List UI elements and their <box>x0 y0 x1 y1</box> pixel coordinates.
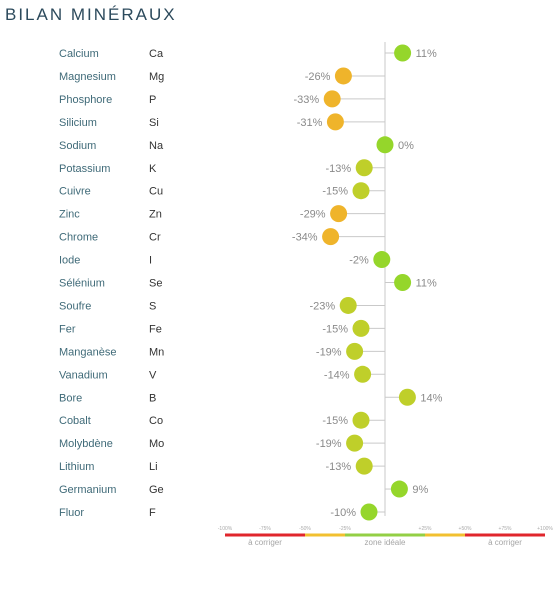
mineral-symbol: K <box>149 163 157 175</box>
mineral-symbol: Na <box>149 140 164 152</box>
data-point <box>376 136 394 154</box>
data-label: -13% <box>326 461 352 473</box>
mineral-name: Lithium <box>59 461 94 473</box>
data-label: -29% <box>300 209 326 221</box>
mineral-symbol: Ca <box>149 48 164 60</box>
zone-label: zone idéale <box>365 538 406 547</box>
data-label: -15% <box>322 186 348 198</box>
mineral-name: Silicium <box>59 117 97 129</box>
mineral-name: Phosphore <box>59 94 112 106</box>
data-point <box>352 411 370 429</box>
mineral-name: Manganèse <box>59 346 117 358</box>
data-point <box>398 388 416 406</box>
mineral-name: Chrome <box>59 232 98 244</box>
mineral-symbol: Se <box>149 278 162 290</box>
data-point <box>354 365 372 383</box>
mineral-name: Fer <box>59 323 76 335</box>
tick-label: -25% <box>339 526 351 532</box>
mineral-name: Molybdène <box>59 438 113 450</box>
mineral-name: Soufre <box>59 300 91 312</box>
data-label: -2% <box>349 255 369 267</box>
mineral-symbol: Li <box>149 461 158 473</box>
mineral-name: Sodium <box>59 140 96 152</box>
mineral-symbol: Ge <box>149 484 164 496</box>
mineral-symbol: Fe <box>149 323 162 335</box>
mineral-symbol: Cu <box>149 186 163 198</box>
data-point <box>360 503 378 521</box>
mineral-symbol: I <box>149 255 152 267</box>
data-label: 14% <box>420 392 442 404</box>
tick-label: +50% <box>459 526 472 532</box>
mineral-symbol: B <box>149 392 156 404</box>
data-label: 0% <box>398 140 414 152</box>
data-label: -33% <box>294 94 320 106</box>
data-point <box>373 251 391 269</box>
data-label: -14% <box>324 369 350 381</box>
mineral-name: Cobalt <box>59 415 91 427</box>
mineral-name: Cuivre <box>59 186 91 198</box>
mineral-name: Sélénium <box>59 278 105 290</box>
data-label: 9% <box>412 484 428 496</box>
data-label: 11% <box>416 48 437 60</box>
mineral-symbol: F <box>149 507 156 519</box>
zone-label: à corriger <box>248 538 282 547</box>
data-label: -13% <box>326 163 352 175</box>
data-label: 11% <box>416 278 437 290</box>
mineral-symbol: V <box>149 369 157 381</box>
data-point <box>355 457 373 475</box>
zone-label: à corriger <box>488 538 522 547</box>
mineral-symbol: Mn <box>149 346 164 358</box>
data-point <box>330 205 348 223</box>
data-label: -26% <box>305 71 331 83</box>
data-point <box>355 159 373 177</box>
data-point <box>352 182 370 200</box>
data-label: -15% <box>322 415 348 427</box>
data-label: -23% <box>310 300 336 312</box>
mineral-name: Germanium <box>59 484 116 496</box>
tick-label: +25% <box>419 526 432 532</box>
data-label: -19% <box>316 438 342 450</box>
page-title: BILAN MINÉRAUX <box>5 5 177 24</box>
data-point <box>322 228 340 246</box>
mineral-name: Fluor <box>59 507 84 519</box>
mineral-name: Potassium <box>59 163 110 175</box>
mineral-symbol: Co <box>149 415 163 427</box>
data-label: -15% <box>322 323 348 335</box>
data-point <box>390 480 408 498</box>
data-label: -31% <box>297 117 323 129</box>
mineral-name: Iode <box>59 255 80 267</box>
data-point <box>394 274 412 291</box>
tick-label: -75% <box>259 526 271 532</box>
mineral-symbol: Zn <box>149 209 162 221</box>
tick-label: +75% <box>499 526 512 532</box>
mineral-symbol: Cr <box>149 232 161 244</box>
data-point <box>394 44 412 62</box>
data-point <box>346 342 364 360</box>
data-label: -19% <box>316 346 342 358</box>
mineral-symbol: Mg <box>149 71 164 83</box>
data-point <box>323 90 341 108</box>
data-point <box>326 113 344 131</box>
mineral-name: Magnesium <box>59 71 116 83</box>
mineral-name: Bore <box>59 392 82 404</box>
data-point <box>352 319 370 337</box>
mineral-symbol: P <box>149 94 156 106</box>
mineral-name: Calcium <box>59 48 99 60</box>
tick-label: -50% <box>299 526 311 532</box>
data-label: -10% <box>330 507 356 519</box>
data-point <box>339 296 357 314</box>
mineral-symbol: S <box>149 300 156 312</box>
data-point <box>334 67 352 85</box>
mineral-symbol: Si <box>149 117 159 129</box>
data-point <box>346 434 364 452</box>
tick-label: -100% <box>218 526 233 532</box>
mineral-name: Zinc <box>59 209 80 221</box>
data-label: -34% <box>292 232 318 244</box>
tick-label: +100% <box>537 526 553 532</box>
mineral-symbol: Mo <box>149 438 164 450</box>
mineral-name: Vanadium <box>59 369 108 381</box>
